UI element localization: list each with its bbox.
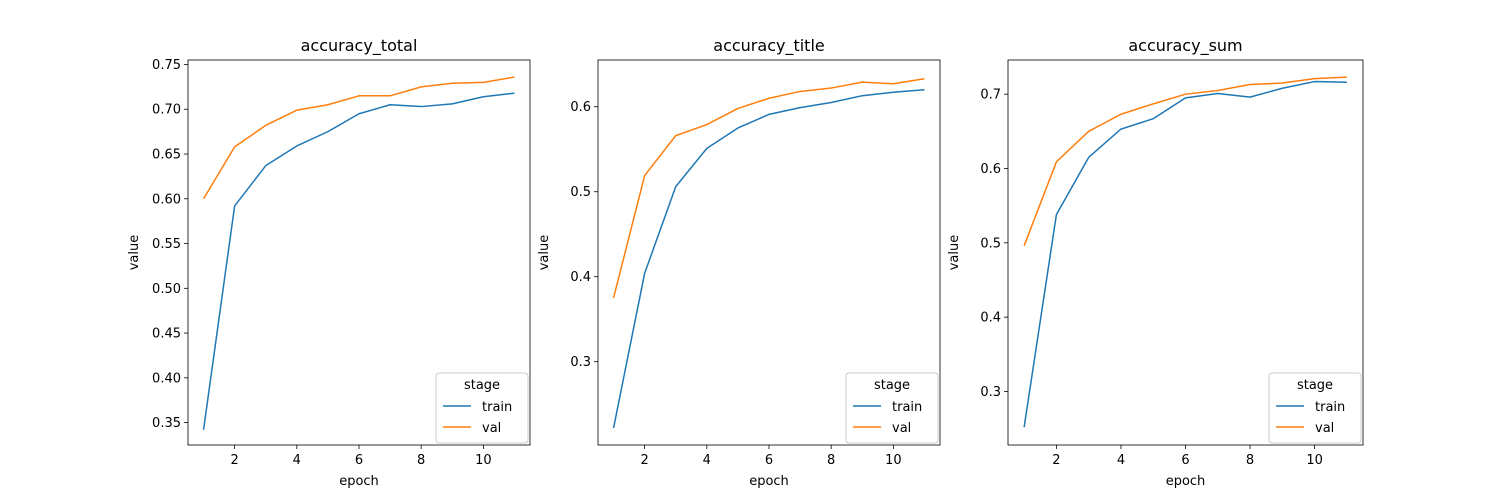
y-tick-label: 0.5 [570,185,591,200]
legend-label-val: val [1315,421,1334,436]
legend: stage train val [845,372,939,444]
y-tick-label: 0.5 [980,236,1001,251]
x-tick-label: 2 [1052,453,1060,468]
y-tick-label: 0.7 [980,88,1001,103]
legend-label-train: train [892,400,922,415]
x-tick-label: 8 [1246,453,1254,468]
series-line-train [1023,80,1347,428]
x-tick-label: 10 [885,453,902,468]
y-tick-label: 0.50 [152,282,181,297]
legend-label-val: val [892,421,911,436]
legend-box [435,372,529,444]
y-tick-label: 0.75 [152,58,181,73]
chart-title: accuracy_total [301,36,418,56]
series-line-val [1023,76,1347,247]
x-axis-label: epoch [749,474,789,489]
legend-box [845,372,939,444]
legend-label-val: val [482,421,501,436]
y-axis-label: value [537,235,552,271]
legend-title: stage [874,378,910,393]
y-tick-label: 0.3 [980,385,1001,400]
x-tick-label: 6 [1181,453,1189,468]
legend-title: stage [464,378,500,393]
y-tick-label: 0.60 [152,192,181,207]
y-axis-label: value [127,235,142,271]
y-tick-label: 0.40 [152,371,181,386]
legend: stage train val [1268,372,1362,444]
x-axis-label: epoch [1166,474,1206,489]
x-tick-label: 6 [355,453,363,468]
y-tick-label: 0.45 [152,327,181,342]
legend-box [1268,372,1362,444]
y-tick-label: 0.70 [152,103,181,118]
x-tick-label: 4 [703,453,711,468]
legend-label-train: train [1315,400,1345,415]
chart-panel-1: 2 4 6 8 10 0.35 0.40 0.45 0.50 0.55 0.60 0.65 0.70 0.… [127,36,531,489]
legend-label-train: train [482,400,512,415]
chart-title: accuracy_sum [1128,36,1242,56]
x-tick-label: 4 [293,453,301,468]
x-tick-label: 10 [475,453,492,468]
x-tick-label: 6 [765,453,773,468]
legend-title: stage [1297,378,1333,393]
series-line-val [202,76,515,200]
x-axis-label: epoch [339,474,379,489]
series-line-train [202,92,515,430]
y-axis-label: value [947,235,962,271]
x-tick-label: 2 [640,453,648,468]
x-tick-label: 8 [827,453,835,468]
legend: stage train val [435,372,529,444]
y-tick-label: 0.3 [570,355,591,370]
y-tick-label: 0.4 [980,311,1001,326]
chart-title: accuracy_title [713,36,824,56]
y-tick-label: 0.35 [152,416,181,431]
y-tick-label: 0.6 [570,100,591,115]
y-tick-label: 0.55 [152,237,181,252]
series-line-train [612,89,925,429]
x-tick-label: 2 [230,453,238,468]
y-tick-label: 0.4 [570,270,591,285]
x-tick-label: 10 [1306,453,1323,468]
y-tick-label: 0.65 [152,148,181,163]
y-tick-label: 0.6 [980,162,1001,177]
x-tick-label: 4 [1117,453,1125,468]
series-line-val [612,77,925,299]
x-tick-label: 8 [417,453,425,468]
